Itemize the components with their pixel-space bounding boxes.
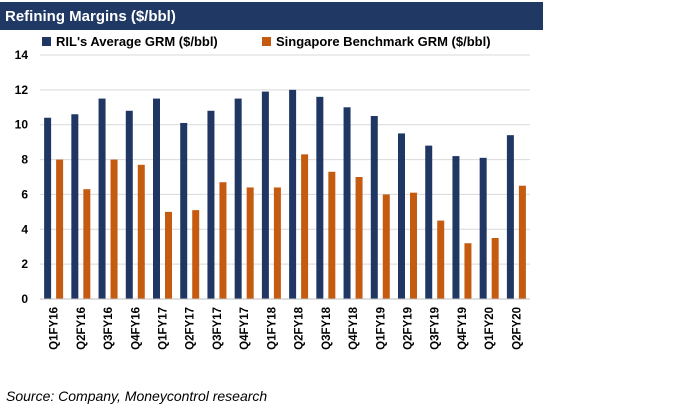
bar-singapore <box>83 189 91 299</box>
x-tick-label: Q1FY18 <box>266 306 278 349</box>
legend-label-singapore: Singapore Benchmark GRM ($/bbl) <box>276 34 491 49</box>
bar-ril <box>71 114 79 299</box>
y-tick-label: 6 <box>21 187 28 201</box>
bar-singapore <box>219 182 227 299</box>
y-tick-label: 2 <box>21 257 28 271</box>
x-tick-label: Q3FY17 <box>212 307 224 350</box>
source-note: Source: Company, Moneycontrol research <box>6 388 268 404</box>
x-tick-label: Q3FY19 <box>430 307 442 350</box>
bar-singapore <box>464 243 472 299</box>
x-tick-label: Q2FY16 <box>76 307 88 350</box>
bar-singapore <box>518 185 526 299</box>
legend-swatch-singapore <box>262 37 271 46</box>
legend-swatch-ril <box>42 37 51 46</box>
bar-ril <box>207 110 215 300</box>
x-tick-label: Q1FY20 <box>484 307 496 350</box>
bar-ril <box>452 156 460 299</box>
bar-ril <box>425 145 433 299</box>
y-tick-label: 0 <box>21 292 28 306</box>
y-tick-label: 10 <box>15 118 29 132</box>
x-tick-label: Q2FY19 <box>403 307 415 350</box>
y-tick-label: 12 <box>15 83 29 97</box>
x-tick-label: Q1FY16 <box>49 307 61 350</box>
bar-ril <box>289 89 297 299</box>
bar-ril <box>98 98 106 299</box>
bar-singapore <box>273 187 281 299</box>
bar-singapore <box>192 210 200 299</box>
x-tick-label: Q4FY16 <box>130 307 142 350</box>
x-tick-label: Q4FY17 <box>239 307 251 350</box>
bar-ril <box>506 135 514 299</box>
x-tick-label: Q4FY19 <box>457 307 469 350</box>
bar-ril <box>44 117 52 299</box>
bar-singapore <box>410 192 417 299</box>
bar-ril <box>343 107 351 300</box>
bar-ril <box>125 110 133 300</box>
bar-singapore <box>246 187 254 299</box>
bar-singapore <box>165 211 172 299</box>
bar-ril <box>316 96 324 299</box>
x-tick-label: Q2FY20 <box>511 307 523 350</box>
x-tick-label: Q3FY18 <box>321 306 333 349</box>
bar-singapore <box>301 154 309 299</box>
bars <box>44 89 526 300</box>
x-tick-label: Q1FY17 <box>158 307 170 350</box>
chart-area: 0 2 4 6 8 10 12 14 Q1FY16 Q2FY16 Q3FY16 Q4FY16 Q1FY1… <box>0 30 682 370</box>
bar-ril <box>261 91 269 299</box>
bar-ril <box>153 98 160 299</box>
axes: 0 2 4 6 8 10 12 14 Q1FY16 Q2FY16 Q3FY16 Q4FY16 Q1FY1… <box>15 48 530 350</box>
x-tick-label: Q2FY18 <box>294 306 306 349</box>
bar-singapore <box>437 220 445 299</box>
bar-singapore <box>355 177 363 299</box>
legend-label-ril: RIL's Average GRM ($/bbl) <box>56 34 218 49</box>
x-tick-label: Q4FY18 <box>348 306 360 349</box>
bar-ril <box>180 122 188 299</box>
bar-ril <box>398 133 405 299</box>
y-tick-label: 4 <box>21 222 28 236</box>
bar-ril <box>234 98 242 299</box>
x-tick-label: Q2FY17 <box>185 307 197 350</box>
bar-singapore <box>491 238 499 299</box>
chart-title-bar: Refining Margins ($/bbl) <box>0 2 543 30</box>
bar-singapore <box>110 159 118 299</box>
y-tick-label: 8 <box>21 153 28 167</box>
bar-singapore <box>328 171 336 299</box>
bar-singapore <box>56 159 64 299</box>
x-tick-label: Q3FY16 <box>103 307 115 350</box>
x-tick-label: Q1FY19 <box>375 307 387 350</box>
y-tick-label: 14 <box>15 48 29 62</box>
legend: RIL's Average GRM ($/bbl) Singapore Bench… <box>42 34 491 49</box>
gridlines <box>40 54 530 300</box>
bar-singapore <box>137 164 145 299</box>
bar-chart: 0 2 4 6 8 10 12 14 Q1FY16 Q2FY16 Q3FY16 Q4FY16 Q1FY1… <box>15 34 530 350</box>
bar-ril <box>370 116 378 299</box>
bar-ril <box>479 157 487 299</box>
chart-title: Refining Margins ($/bbl) <box>5 7 176 25</box>
bar-singapore <box>382 194 390 299</box>
